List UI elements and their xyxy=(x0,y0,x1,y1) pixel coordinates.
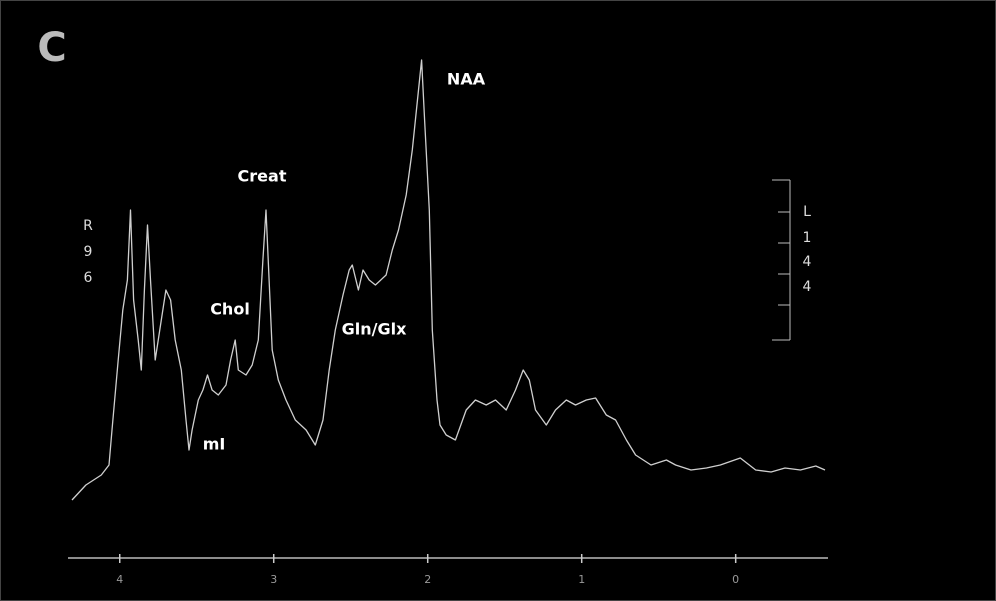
x-tick-label: 0 xyxy=(732,573,739,586)
x-tick-label: 2 xyxy=(424,573,431,586)
peak-label: Chol xyxy=(210,300,250,319)
x-tick-label: 3 xyxy=(270,573,277,586)
peak-label: mI xyxy=(203,435,226,454)
x-tick-label: 4 xyxy=(116,573,123,586)
scale-bar xyxy=(772,179,791,341)
orientation-label: R xyxy=(83,218,93,234)
orientation-label: 4 xyxy=(803,279,812,295)
orientation-label: 6 xyxy=(84,270,93,286)
peak-label: NAA xyxy=(447,70,486,89)
panel-label: C xyxy=(37,25,66,71)
peak-label: Creat xyxy=(238,167,287,186)
orientation-label: 4 xyxy=(803,254,812,270)
orientation-label: 9 xyxy=(84,244,93,260)
orientation-label: L xyxy=(803,204,811,220)
spectrum-line xyxy=(71,59,826,501)
peak-label: Gln/Glx xyxy=(342,320,407,339)
orientation-label: 1 xyxy=(803,230,812,246)
x-tick-label: 1 xyxy=(578,573,585,586)
